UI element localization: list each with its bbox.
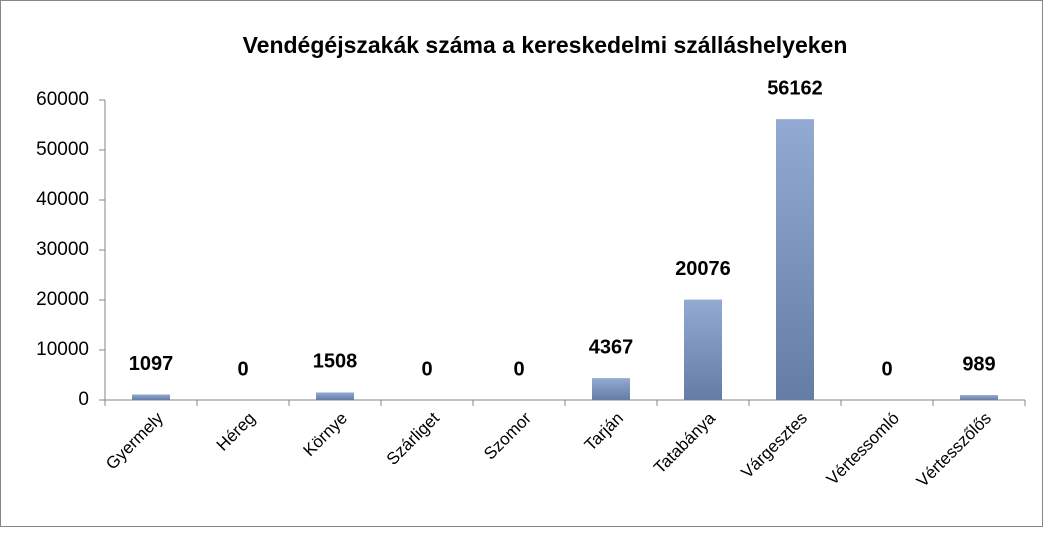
value-label: 0: [513, 358, 524, 380]
bar-shade: [592, 378, 630, 400]
value-label: 1097: [129, 353, 174, 375]
y-tick-label: 10000: [36, 339, 89, 360]
value-label: 20076: [675, 258, 731, 280]
y-tick-label: 30000: [36, 239, 89, 260]
bar-shade: [316, 392, 354, 400]
chart-title: Vendégéjszakák száma a kereskedelmi szál…: [243, 32, 848, 58]
bar-shade: [684, 299, 722, 400]
y-tick-label: 0: [78, 389, 89, 410]
value-label: 0: [881, 358, 892, 380]
value-label: 0: [421, 358, 432, 380]
y-tick-label: 40000: [36, 189, 89, 210]
bar-shade: [132, 394, 170, 400]
value-label: 989: [962, 353, 995, 375]
y-tick-label: 20000: [36, 289, 89, 310]
value-label: 0: [237, 358, 248, 380]
value-label: 1508: [313, 351, 358, 373]
value-label: 4367: [589, 336, 634, 358]
value-label: 56162: [767, 77, 823, 99]
y-tick-label: 60000: [36, 89, 89, 110]
bar-shade: [776, 119, 814, 400]
bar-shade: [960, 395, 998, 400]
y-tick-label: 50000: [36, 139, 89, 160]
